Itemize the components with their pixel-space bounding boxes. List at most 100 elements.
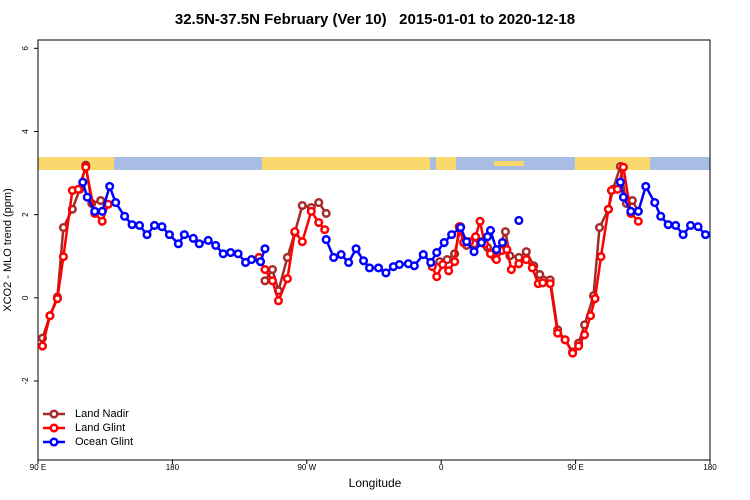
data-point: [188, 233, 198, 243]
data-point: [500, 227, 510, 237]
data-point: [502, 245, 512, 255]
data-point: [134, 220, 145, 231]
data-point: [226, 247, 236, 258]
data-point: [700, 230, 711, 240]
chart-title: 32.5N-37.5N February (Ver 10) 2015-01-01…: [175, 11, 575, 28]
data-point: [485, 225, 496, 236]
data-point: [590, 294, 600, 304]
data-point: [164, 230, 174, 240]
x-tick-label: 180: [703, 463, 717, 472]
land-strip: [436, 157, 456, 170]
data-point: [641, 181, 651, 191]
data-point: [97, 206, 107, 216]
data-point: [633, 216, 643, 226]
data-point: [344, 257, 354, 268]
data-point: [585, 311, 596, 321]
data-point: [470, 232, 481, 242]
data-point: [527, 263, 537, 273]
data-point: [506, 264, 516, 275]
data-point: [594, 222, 605, 233]
data-point: [394, 260, 404, 270]
data-point: [633, 206, 643, 216]
legend-label: Land Glint: [75, 422, 125, 434]
data-point: [90, 206, 100, 216]
y-tick-label: 0: [21, 295, 30, 300]
data-point: [267, 276, 278, 286]
land-strip: [575, 157, 650, 170]
land-strip: [494, 161, 524, 166]
series: [37, 162, 643, 358]
y-tick-label: -2: [21, 377, 30, 385]
data-point: [111, 198, 121, 208]
y-axis-label: XCO2 - MLO trend (ppm): [2, 188, 14, 311]
legend-marker: [49, 437, 59, 447]
land-strip: [38, 157, 114, 170]
data-point: [81, 162, 91, 172]
data-point: [364, 263, 375, 273]
data-point: [246, 255, 257, 265]
data-point: [656, 211, 666, 221]
data-point: [45, 311, 55, 321]
data-point: [603, 204, 614, 214]
data-point: [218, 249, 228, 259]
data-point: [678, 230, 688, 240]
data-point: [514, 259, 524, 269]
data-point: [211, 240, 221, 250]
data-point: [97, 216, 107, 226]
data-point: [321, 208, 331, 218]
data-point: [475, 216, 485, 226]
data-point: [58, 252, 68, 262]
data-point: [612, 184, 622, 194]
data-point: [373, 263, 384, 273]
data-point: [297, 237, 307, 247]
data-point: [447, 230, 457, 240]
data-point: [462, 237, 472, 247]
data-point: [444, 266, 454, 276]
series: [78, 177, 711, 278]
data-point: [282, 274, 292, 284]
data-point: [381, 268, 391, 278]
data-point: [439, 237, 449, 248]
data-point: [521, 247, 531, 257]
data-point: [450, 257, 460, 267]
data-point: [497, 237, 507, 248]
data-point: [535, 269, 545, 280]
data-point: [514, 215, 524, 226]
data-point: [409, 261, 419, 271]
data-point: [618, 192, 628, 202]
data-point: [615, 177, 625, 187]
legend-marker: [49, 409, 59, 419]
data-point: [426, 257, 436, 268]
data-point: [321, 235, 331, 245]
data-point: [142, 230, 152, 240]
data-point: [290, 227, 300, 237]
data-point: [78, 177, 88, 187]
data-point: [267, 264, 278, 275]
data-point: [255, 257, 266, 267]
data-point: [469, 247, 479, 257]
data-point: [314, 218, 324, 228]
data-point: [568, 348, 578, 358]
data-point: [329, 252, 339, 263]
plot-frame: [37, 39, 711, 461]
data-point: [320, 225, 330, 235]
data-point: [438, 260, 448, 270]
data-point: [37, 341, 48, 351]
data-point: [73, 184, 83, 194]
data-point: [491, 245, 502, 255]
data-point: [336, 250, 346, 260]
data-point: [233, 249, 243, 259]
series-line: [41, 165, 640, 355]
data-point: [297, 200, 307, 211]
data-point: [476, 237, 487, 248]
data-point: [306, 206, 316, 216]
data-point: [149, 220, 160, 231]
data-point: [58, 222, 68, 233]
data-point: [626, 206, 636, 216]
data-point: [314, 198, 324, 208]
data-point: [273, 296, 283, 306]
data-point: [553, 328, 563, 338]
data-point: [82, 192, 92, 202]
data-point: [596, 252, 606, 262]
data-point: [671, 220, 681, 231]
